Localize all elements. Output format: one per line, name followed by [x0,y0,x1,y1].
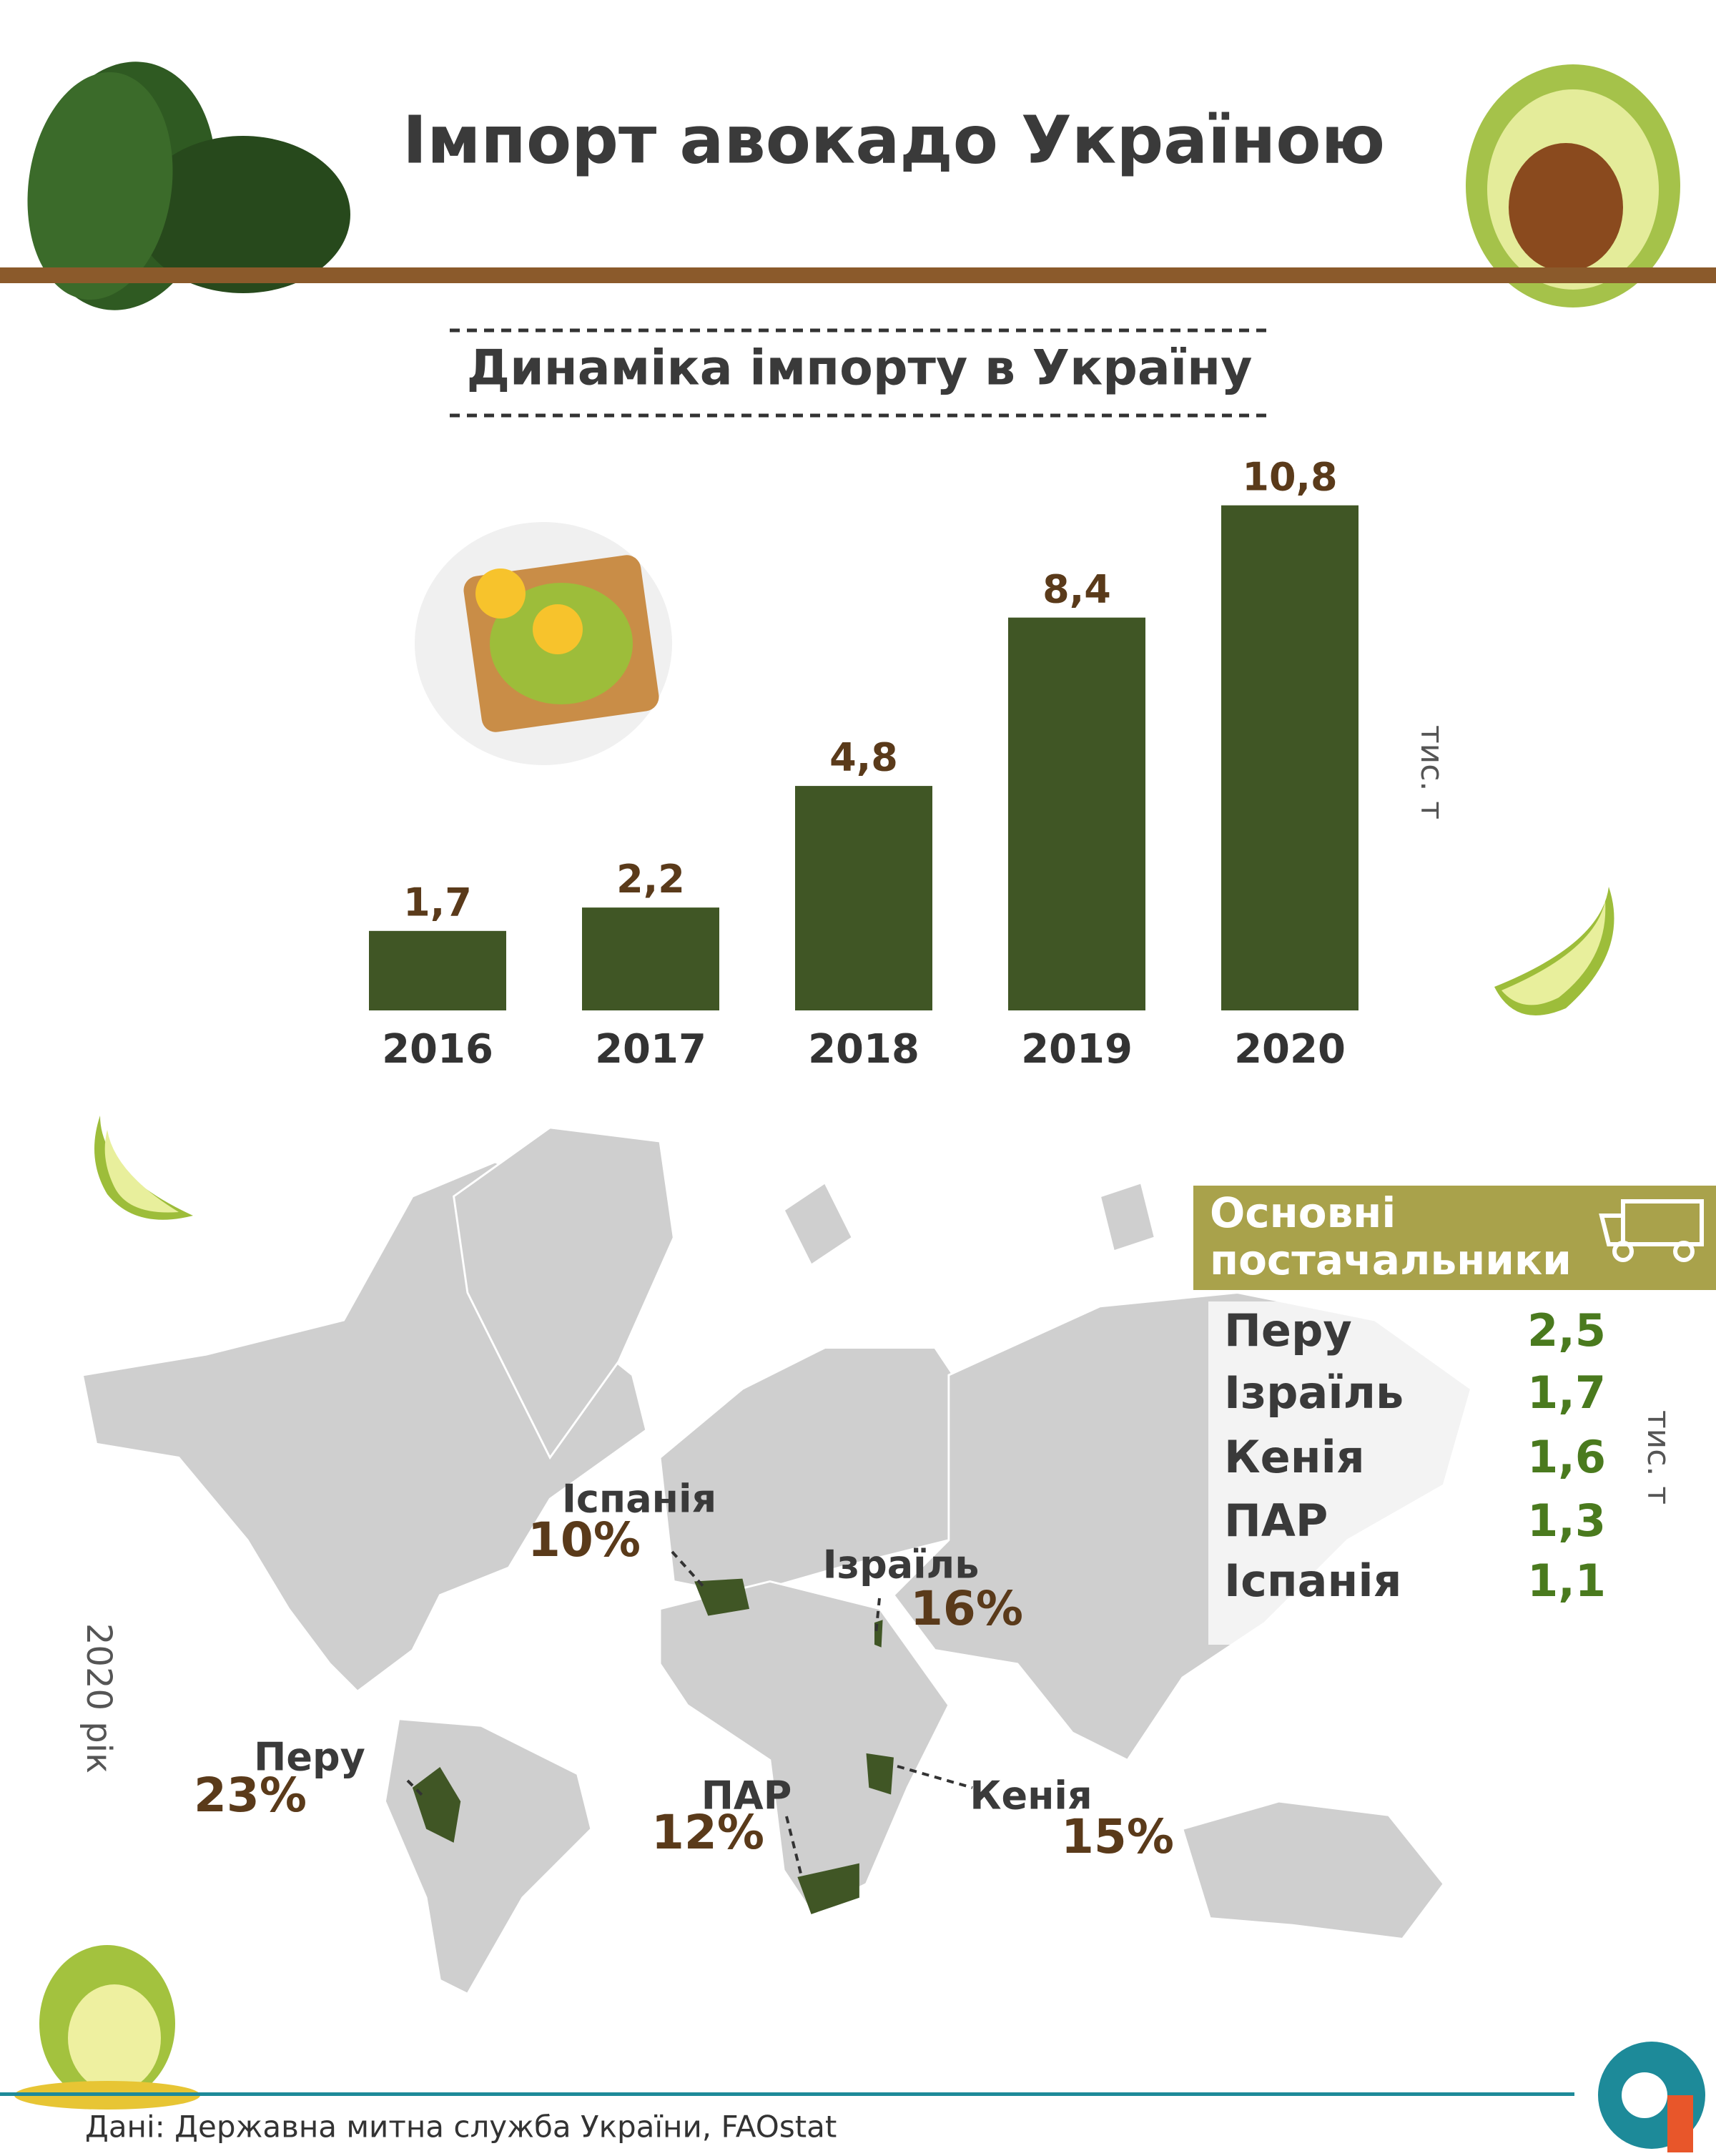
supplier-country: Перу [1224,1304,1352,1357]
country-name: Перу [254,1735,365,1780]
suppliers-unit: тис. т [1640,1410,1677,1505]
value-label: 1,7 [403,880,472,925]
avocado-decoration [14,61,1680,2110]
x-tick-label: 2018 [808,1026,919,1073]
country-name: ПАР [701,1773,792,1818]
country-share: 10% [528,1512,641,1567]
suppliers-list: Перу 2,5 Ізраїль 1,7 Кенія 1,6 ПАР 1,3 Іспанія 1,… [1224,1304,1606,1607]
year-label: 2020 рік [79,1623,119,1773]
unit-label: тис. т [1414,725,1450,819]
supplier-value: 1,3 [1527,1495,1606,1547]
supplier-country: Іспанія [1224,1555,1401,1607]
country-name: Ізраїль [823,1542,980,1588]
bar-chart: 1,7 2016 2,2 2017 4,8 2018 8,4 2019 10,8 2020 [369,454,1358,1073]
x-tick-label: 2020 [1234,1026,1346,1073]
source: Дані: Державна митна служба України, FAO… [85,2110,837,2145]
supplier-value: 1,6 [1527,1431,1606,1483]
supplier-value: 2,5 [1527,1304,1606,1357]
main-title: Імпорт авокадо Україною [403,102,1385,178]
leader-lines [406,1550,973,1874]
supplier-value: 1,1 [1527,1555,1606,1607]
value-label: 10,8 [1242,454,1337,499]
header-rule [0,267,1716,283]
country-name: Кенія [970,1773,1092,1818]
map-labels: Іспанія 10% Ізраїль 16% Перу 23% ПАР 12%… [194,1477,1174,1864]
x-tick-label: 2016 [382,1026,493,1073]
footer-rule [0,2092,1574,2096]
suppliers-title: постачальники [1210,1236,1572,1284]
country-share: 23% [194,1768,307,1823]
country-share: 16% [910,1581,1023,1636]
supplier-value: 1,7 [1527,1367,1606,1419]
suppliers-background [1208,1301,1623,1645]
supplier-country: Кенія [1224,1431,1365,1483]
bar [582,907,719,1010]
x-tick-label: 2017 [595,1026,706,1073]
x-tick-label: 2019 [1021,1026,1133,1073]
bar [795,786,932,1010]
bar [369,930,506,1010]
value-label: 8,4 [1042,566,1111,611]
supplier-country: Ізраїль [1224,1367,1404,1419]
country-name: Іспанія [562,1477,716,1522]
highlighted-countries [412,1578,894,1914]
bar [1221,505,1358,1010]
bar [1008,617,1145,1010]
truck-icon [1599,1199,1704,1262]
country-share: 15% [1061,1809,1174,1864]
value-label: 2,2 [616,857,685,902]
country-share: 12% [651,1805,764,1860]
logo [1598,2042,1705,2152]
chart-title: Динаміка імпорту в Україну [467,340,1253,397]
value-label: 4,8 [829,735,898,780]
supplier-country: ПАР [1224,1495,1328,1547]
suppliers-title: Основні [1210,1188,1396,1237]
